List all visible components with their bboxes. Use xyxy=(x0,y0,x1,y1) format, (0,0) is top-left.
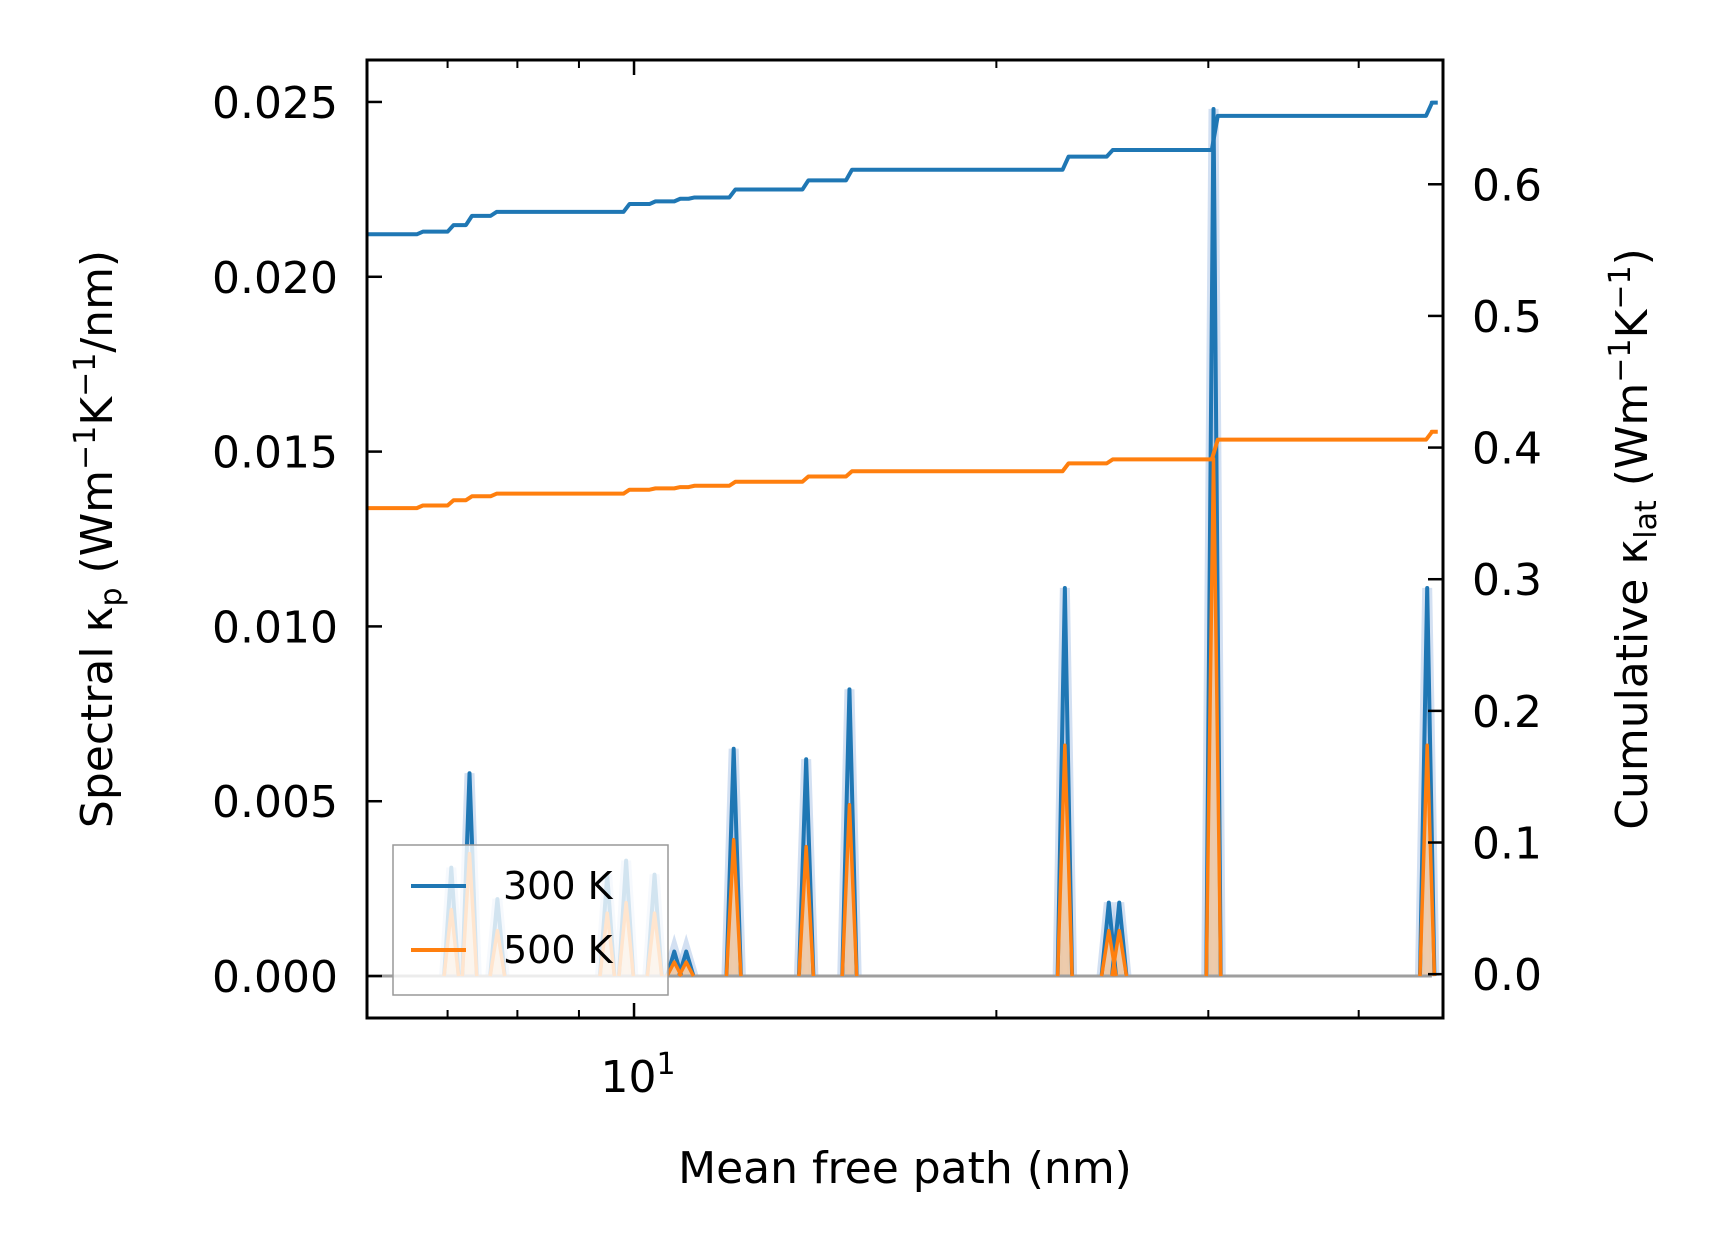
y-tick-label-right: 0.4 xyxy=(1472,424,1542,475)
y-left-title-mid: K xyxy=(72,396,123,426)
y-left-title-sup1: −1 xyxy=(68,426,103,470)
y-tick-label-right: 0.3 xyxy=(1472,555,1542,606)
y-left-title-end: /nm) xyxy=(72,250,123,353)
cumulative-lines xyxy=(367,100,1438,511)
y-right-title-sub: lat xyxy=(1629,500,1664,539)
spectral-fill-500k xyxy=(1206,458,1221,977)
y-tick-label-right: 0.5 xyxy=(1472,292,1542,343)
y-tick-label-left: 0.010 xyxy=(212,602,338,653)
spectral-peak-500k xyxy=(1055,743,1074,977)
y-right-title-pre: Cumulative κ xyxy=(1607,539,1658,830)
y-right-title-post: (Wm xyxy=(1607,383,1658,501)
y-right-title-sup2: −1 xyxy=(1603,265,1638,309)
spectral-peak-500k xyxy=(1110,928,1129,977)
y-tick-label-right: 0.6 xyxy=(1472,160,1542,211)
y-tick-label-left: 0.020 xyxy=(212,253,338,304)
cumulative-line-500k xyxy=(367,429,1438,511)
spectral-fill-500k xyxy=(798,846,814,977)
y-left-title-sub: p xyxy=(94,587,129,606)
y-right-title-sup1: −1 xyxy=(1603,338,1638,382)
y-tick-label-right: 0.0 xyxy=(1472,950,1542,1001)
spectral-peak-500k xyxy=(665,960,684,977)
legend-box xyxy=(392,844,669,996)
legend-label-300k: 300 K xyxy=(503,864,614,908)
y-left-title-pre: Spectral κ xyxy=(72,607,123,829)
y-tick-label-left: 0.015 xyxy=(212,428,338,479)
spectral-peak-500k xyxy=(677,960,695,977)
y-left-title-sup2: −1 xyxy=(68,353,103,397)
y-right-title-end: ) xyxy=(1607,248,1658,265)
y-tick-label-left: 0.025 xyxy=(212,78,338,129)
y-tick-label-left: 0.005 xyxy=(212,777,338,828)
y-tick-labels-left: 0.000 0.005 0.010 0.015 0.020 0.025 xyxy=(212,78,338,1003)
y-tick-labels-right: 0.0 0.1 0.2 0.3 0.4 0.5 0.6 xyxy=(1472,160,1542,1001)
y-axis-title-left: Spectral κp (Wm−1K−1/nm) xyxy=(68,250,129,828)
plot-frame xyxy=(365,58,1445,1020)
spectral-peak-500k xyxy=(840,802,859,977)
x-tick-label: 101 xyxy=(600,1047,675,1103)
y-left-title-post: (Wm xyxy=(72,470,123,588)
spectral-peak-500k xyxy=(797,844,816,977)
x-tick-base: 10 xyxy=(600,1052,656,1103)
spectral-fill-500k xyxy=(1057,745,1073,977)
legend-label-500k: 500 K xyxy=(503,928,614,972)
legend: 300 K 500 K xyxy=(392,844,669,996)
y-tick-label-left: 0.000 xyxy=(212,952,338,1003)
spectral-peak-500k xyxy=(724,837,743,977)
spectral-peak-500k xyxy=(1418,743,1437,977)
y-right-title-mid: K xyxy=(1607,308,1658,338)
spectral-fill-500k xyxy=(842,804,857,977)
x-tick-exponent: 1 xyxy=(656,1047,675,1082)
y-axis-title-right: Cumulative κlat (Wm−1K−1) xyxy=(1603,248,1664,830)
cumulative-line-300k xyxy=(367,100,1438,237)
spectral-fill-500k xyxy=(1419,745,1435,977)
x-axis-title: Mean free path (nm) xyxy=(678,1143,1132,1194)
spectral-fill-500k xyxy=(726,839,741,977)
y-tick-label-right: 0.2 xyxy=(1472,687,1542,738)
y-tick-label-right: 0.1 xyxy=(1472,819,1542,870)
